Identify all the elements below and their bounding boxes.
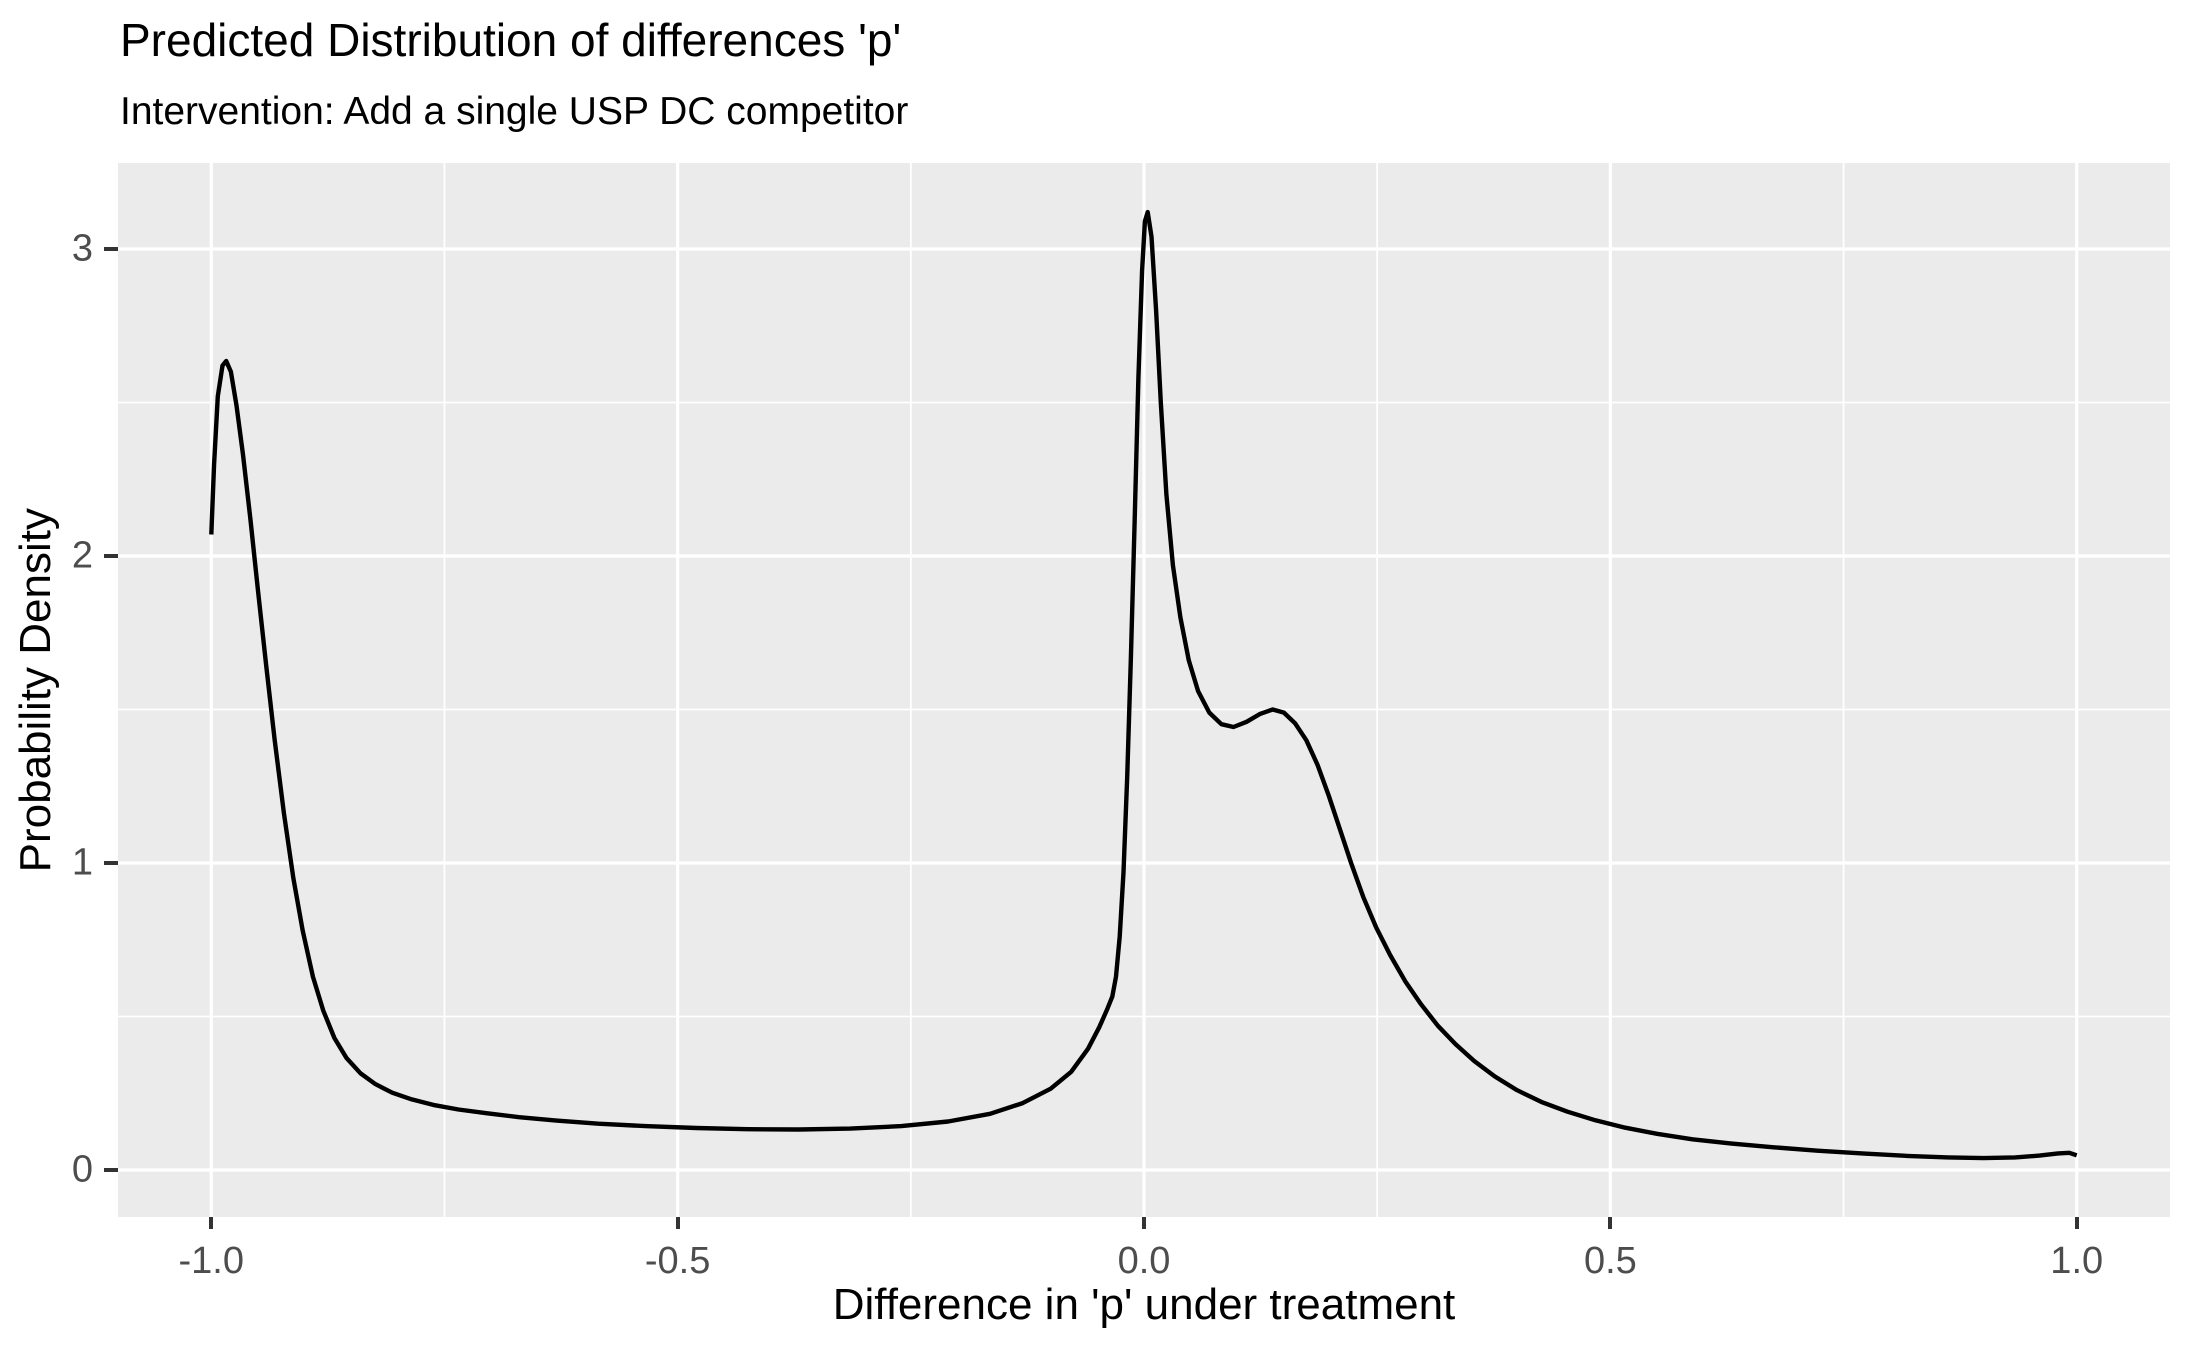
y-axis-title: Probability Density	[10, 163, 62, 1217]
y-tick-mark	[104, 553, 118, 558]
x-tick-label: -1.0	[178, 1240, 245, 1282]
y-tick-mark	[104, 861, 118, 865]
x-tick-mark	[1142, 1217, 1146, 1229]
x-tick-label: 1.0	[2050, 1240, 2104, 1282]
y-tick-label: 2	[71, 534, 93, 577]
x-axis-title: Difference in 'p' under treatment	[832, 1280, 1456, 1329]
density-curve	[209, 209, 2078, 1161]
x-tick-mark	[1608, 1217, 1613, 1229]
x-tick-label: -0.5	[644, 1240, 711, 1282]
y-tick-label: 0	[71, 1148, 93, 1191]
y-tick-label: 1	[71, 841, 93, 884]
x-tick-label: 0.0	[1117, 1240, 1171, 1282]
plot-subtitle: Intervention: Add a single USP DC compet…	[120, 90, 909, 133]
x-tick-label: 0.5	[1583, 1240, 1637, 1282]
x-tick-mark	[675, 1217, 680, 1229]
y-tick-mark	[104, 1168, 118, 1173]
x-tick-mark	[2074, 1217, 2079, 1229]
plot-title: Predicted Distribution of differences 'p…	[120, 14, 902, 66]
density-curve-chart	[118, 163, 2170, 1217]
x-tick-mark	[209, 1217, 214, 1229]
y-tick-label: 3	[71, 227, 93, 270]
plot-panel	[118, 163, 2170, 1217]
y-tick-mark	[104, 246, 118, 251]
